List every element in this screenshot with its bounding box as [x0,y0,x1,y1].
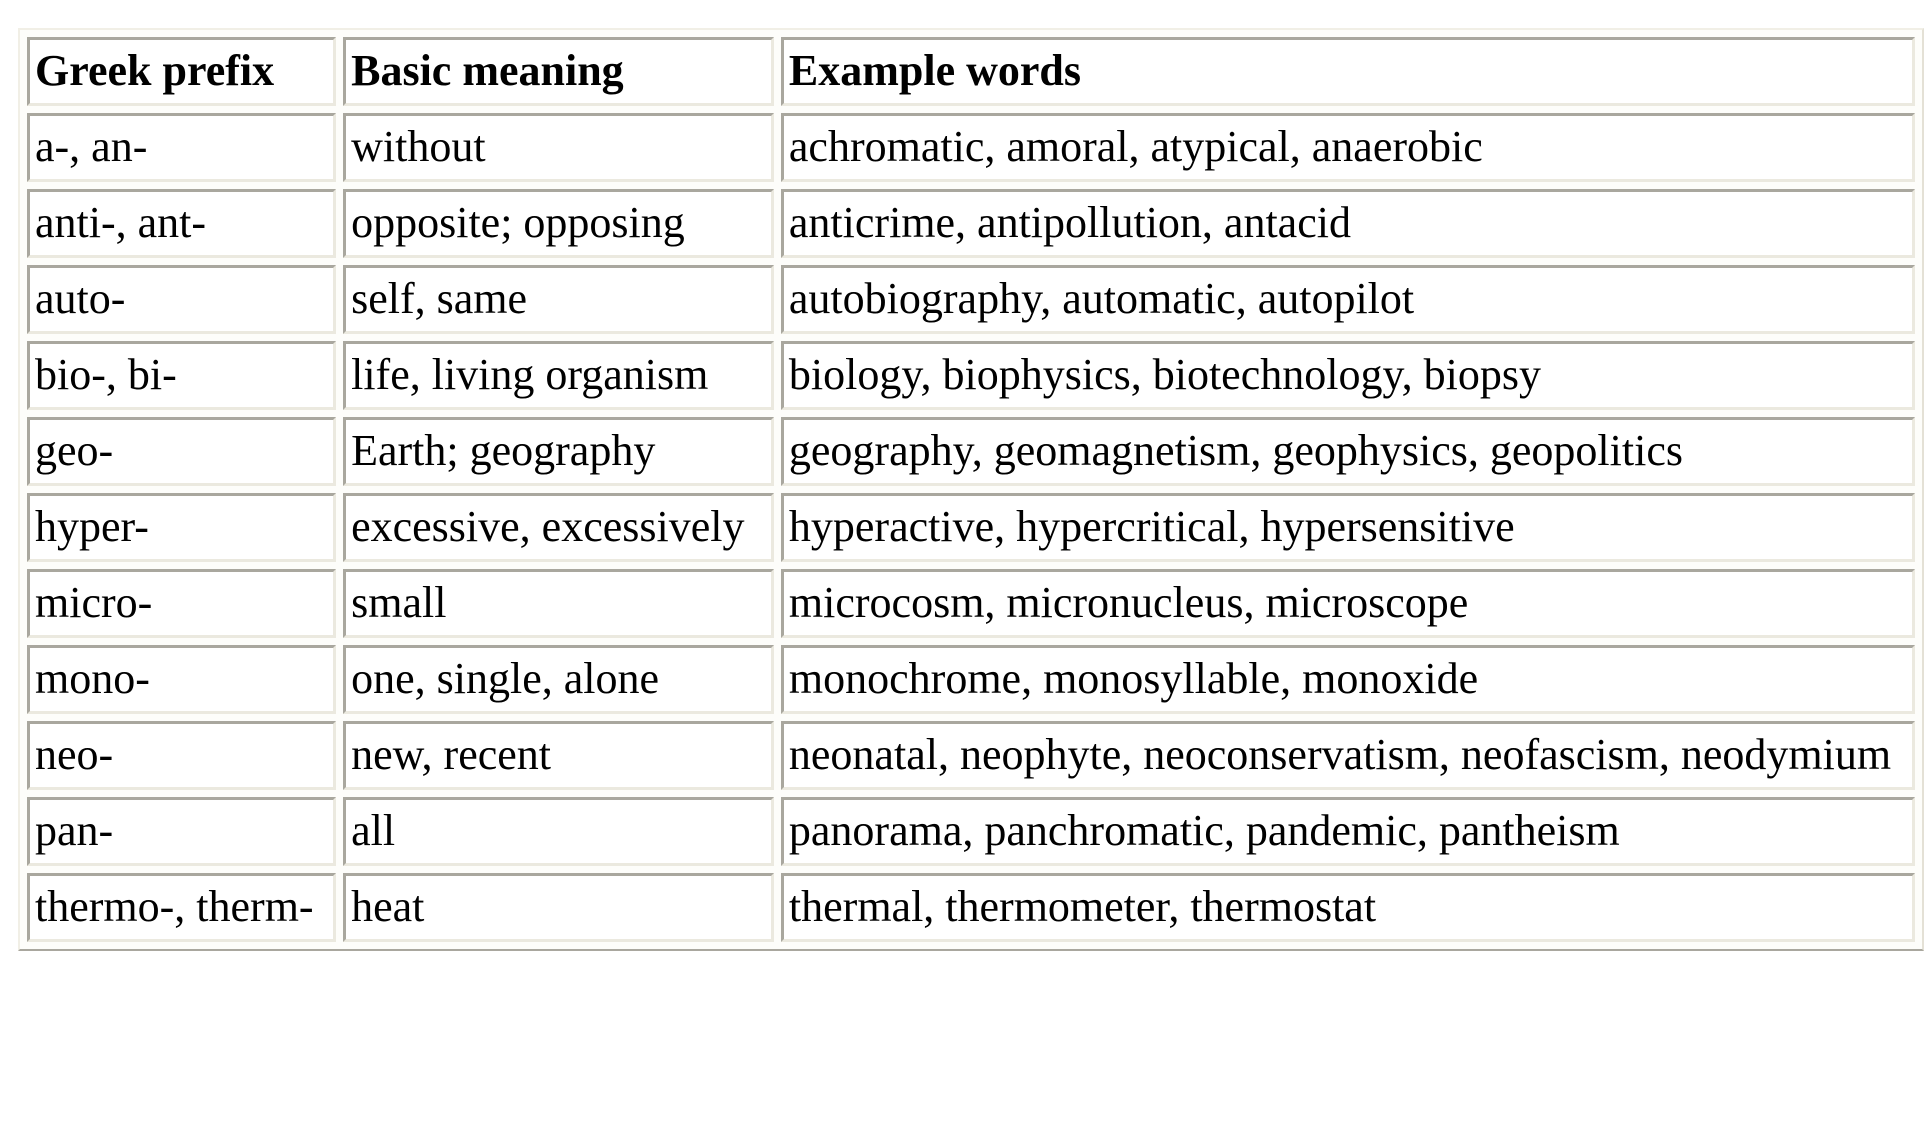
examples-cell: hyperactive, hypercritical, hypersensiti… [780,493,1915,562]
prefix-cell: micro- [27,569,337,638]
examples-cell: panorama, panchromatic, pandemic, panthe… [780,797,1915,866]
header-example-words: Example words [780,37,1915,106]
prefix-cell: thermo-, therm- [27,873,337,942]
table-row: mono-one, single, alone monochrome, monos… [27,645,1915,714]
prefix-cell: auto- [27,265,337,334]
header-greek-prefix: Greek prefix [27,37,337,106]
meaning-cell: Earth; geography [343,417,774,486]
table-row: hyper-excessive, excessively hyperactive,… [27,493,1915,562]
prefix-cell: anti-, ant- [27,189,337,258]
meaning-cell: small [343,569,774,638]
prefix-cell: hyper- [27,493,337,562]
table-row: a-, an-without achromatic, amoral, atypic… [27,113,1915,182]
examples-cell: biology, biophysics, biotechnology, biop… [780,341,1915,410]
prefix-cell: bio-, bi- [27,341,337,410]
meaning-cell: excessive, excessively [343,493,774,562]
meaning-cell: self, same [343,265,774,334]
prefix-cell: geo- [27,417,337,486]
prefix-cell: a-, an- [27,113,337,182]
prefix-table-container: Greek prefix Basic meaning Example words… [18,28,1924,951]
meaning-cell: without [343,113,774,182]
meaning-cell: all [343,797,774,866]
meaning-cell: opposite; opposing [343,189,774,258]
header-basic-meaning: Basic meaning [343,37,774,106]
prefix-cell: pan- [27,797,337,866]
meaning-cell: heat [343,873,774,942]
examples-cell: microcosm, micronucleus, microscope [780,569,1915,638]
table-row: thermo-, therm-heat thermal, thermometer,… [27,873,1915,942]
table-row: micro-small microcosm, micronucleus, micr… [27,569,1915,638]
table-header-row: Greek prefix Basic meaning Example words [27,37,1915,106]
prefix-cell: neo- [27,721,337,790]
meaning-cell: life, living organism [343,341,774,410]
table-row: geo- Earth; geography geography, geomagnet… [27,417,1915,486]
examples-cell: anticrime, antipollution, antacid [780,189,1915,258]
prefix-cell: mono- [27,645,337,714]
table-row: anti-, ant-opposite; opposing anticrime, … [27,189,1915,258]
examples-cell: neonatal, neophyte, neoconservatism, neo… [780,721,1915,790]
examples-cell: thermal, thermometer, thermostat [780,873,1915,942]
examples-cell: achromatic, amoral, atypical, anaerobic [780,113,1915,182]
meaning-cell: one, single, alone [343,645,774,714]
meaning-cell: new, recent [343,721,774,790]
examples-cell: monochrome, monosyllable, monoxide [780,645,1915,714]
table-row: pan-all panorama, panchromatic, pandemic,… [27,797,1915,866]
examples-cell: autobiography, automatic, autopilot [780,265,1915,334]
table-row: neo-new, recent neonatal, neophyte, neoco… [27,721,1915,790]
greek-prefix-table: Greek prefix Basic meaning Example words… [18,28,1924,951]
table-row: auto-self, same autobiography, automatic,… [27,265,1915,334]
table-row: bio-, bi-life, living organism biology, b… [27,341,1915,410]
examples-cell: geography, geomagnetism, geophysics, geo… [780,417,1915,486]
